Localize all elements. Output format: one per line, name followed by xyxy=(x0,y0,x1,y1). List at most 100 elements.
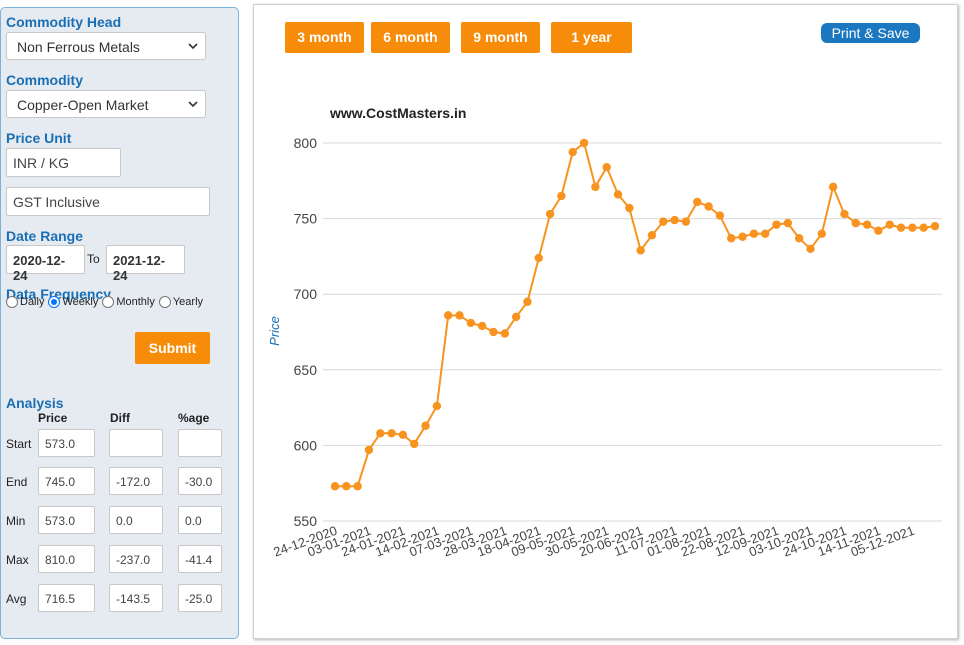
analysis-row-label: Min xyxy=(6,514,26,528)
analysis-pct-field[interactable]: -30.0 xyxy=(178,467,222,495)
data-point xyxy=(591,182,600,192)
chevron-down-icon xyxy=(188,43,198,50)
analysis-pct-field[interactable]: 0.0 xyxy=(178,506,222,534)
price-unit-label: Price Unit xyxy=(6,130,72,146)
range-3-month-button[interactable]: 3 month xyxy=(285,22,364,53)
data-point xyxy=(862,220,872,229)
data-point xyxy=(659,217,668,226)
data-point xyxy=(557,191,566,201)
data-point xyxy=(534,253,543,263)
data-point xyxy=(727,234,736,243)
chart-panel xyxy=(253,4,958,639)
data-point xyxy=(806,244,815,254)
data-point xyxy=(455,311,464,320)
data-point xyxy=(919,223,928,232)
data-point xyxy=(421,421,430,430)
data-point xyxy=(760,229,770,238)
frequency-radio-group: Daily Weekly Monthly Yearly xyxy=(6,296,207,308)
data-point xyxy=(840,209,849,219)
analysis-price-field[interactable]: 745.0 xyxy=(38,467,95,495)
radio-weekly-label: Weekly xyxy=(62,296,99,308)
chevron-down-icon xyxy=(188,101,198,108)
analysis-col-price: Price xyxy=(38,411,68,425)
data-point xyxy=(387,429,396,438)
analysis-price-field[interactable]: 810.0 xyxy=(38,545,95,573)
data-point xyxy=(342,482,351,491)
data-point xyxy=(353,482,362,491)
analysis-row-label: Avg xyxy=(6,592,27,606)
analysis-diff-field[interactable]: -172.0 xyxy=(109,467,163,495)
analysis-diff-field[interactable]: -143.5 xyxy=(109,584,163,612)
data-point xyxy=(636,246,645,255)
commodity-value: Copper-Open Market xyxy=(17,97,149,113)
data-point xyxy=(828,182,838,192)
radio-weekly[interactable] xyxy=(48,296,61,308)
data-point xyxy=(477,321,487,331)
data-point xyxy=(523,297,532,306)
commodity-head-label: Commodity Head xyxy=(6,14,122,30)
data-point xyxy=(681,217,691,226)
analysis-price-field[interactable]: 573.0 xyxy=(38,506,95,534)
data-point xyxy=(908,223,917,232)
data-point xyxy=(670,215,679,225)
data-point xyxy=(444,311,453,320)
data-point xyxy=(568,147,577,157)
data-point xyxy=(817,229,826,238)
radio-daily[interactable] xyxy=(6,296,18,308)
data-point xyxy=(579,138,589,148)
analysis-price-field[interactable]: 573.0 xyxy=(38,429,95,457)
commodity-head-select[interactable]: Non Ferrous Metals xyxy=(6,32,206,60)
range-9-month-button[interactable]: 9 month xyxy=(461,22,540,53)
analysis-diff-field[interactable]: -237.0 xyxy=(109,545,163,573)
date-to-field[interactable]: 2021-12-24 xyxy=(106,245,185,283)
data-point xyxy=(466,318,476,328)
submit-button[interactable]: Submit xyxy=(135,332,210,364)
y-tick-label: 800 xyxy=(294,135,318,151)
radio-monthly-label: Monthly xyxy=(116,296,155,308)
y-tick-label: 700 xyxy=(294,286,318,302)
analysis-diff-field[interactable] xyxy=(109,429,163,457)
commodity-select[interactable]: Copper-Open Market xyxy=(6,90,206,118)
analysis-diff-field[interactable]: 0.0 xyxy=(109,506,163,534)
data-point xyxy=(489,327,498,337)
commodity-label: Commodity xyxy=(6,72,83,88)
y-axis-label: Price xyxy=(267,316,282,346)
analysis-col-pct: %age xyxy=(178,411,210,425)
y-tick-label: 750 xyxy=(294,211,318,227)
data-point xyxy=(410,439,419,449)
data-point xyxy=(398,430,408,440)
radio-yearly[interactable] xyxy=(158,296,171,308)
price-unit-field[interactable]: INR / KG xyxy=(6,148,121,177)
analysis-pct-field[interactable]: -25.0 xyxy=(178,584,222,612)
print-save-button[interactable]: Print & Save xyxy=(821,23,920,43)
data-point xyxy=(647,231,657,240)
analysis-title: Analysis xyxy=(6,395,64,411)
radio-monthly[interactable] xyxy=(102,296,115,308)
data-point xyxy=(783,218,793,228)
data-point xyxy=(851,218,860,228)
y-tick-label: 550 xyxy=(294,513,318,529)
analysis-pct-field[interactable] xyxy=(178,429,222,457)
data-point xyxy=(613,190,623,199)
gst-field[interactable]: GST Inclusive xyxy=(6,187,210,216)
data-point xyxy=(693,197,702,207)
data-point xyxy=(715,211,725,220)
data-point xyxy=(376,429,385,438)
date-from-field[interactable]: 2020-12-24 xyxy=(6,245,85,283)
range-1-year-button[interactable]: 1 year xyxy=(551,22,632,53)
data-point xyxy=(896,223,906,232)
date-range-label: Date Range xyxy=(6,228,84,244)
analysis-pct-field[interactable]: -41.4 xyxy=(178,545,222,573)
data-point xyxy=(874,226,883,235)
y-tick-label: 600 xyxy=(294,437,318,453)
range-6-month-button[interactable]: 6 month xyxy=(371,22,450,53)
data-point xyxy=(625,203,634,213)
analysis-col-diff: Diff xyxy=(110,411,130,425)
analysis-price-field[interactable]: 716.5 xyxy=(38,584,95,612)
data-point xyxy=(794,234,804,243)
commodity-head-value: Non Ferrous Metals xyxy=(17,39,140,55)
radio-daily-label: Daily xyxy=(20,296,45,308)
data-point xyxy=(738,232,747,241)
data-point xyxy=(364,445,374,455)
x-tick-label: 05-12-2021 xyxy=(849,523,917,560)
